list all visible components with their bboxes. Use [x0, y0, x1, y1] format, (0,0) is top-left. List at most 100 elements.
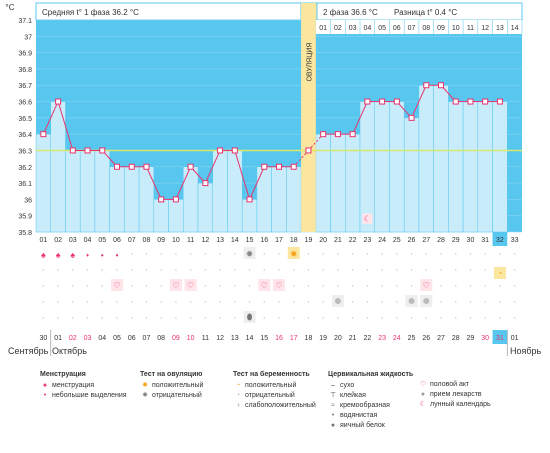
heart-icon: ♡ — [113, 281, 120, 290]
heart-bg — [258, 279, 271, 291]
calendar-date: 31 — [496, 335, 504, 342]
grid-dot — [322, 285, 324, 287]
legend-item: ◑ слабоположительный — [233, 401, 316, 411]
calendar-date: 07 — [143, 335, 151, 342]
grid-dot — [469, 253, 472, 255]
calendar-date: 04 — [98, 335, 106, 342]
grid-dot — [72, 285, 74, 287]
grid-dot — [263, 269, 266, 271]
pregnancy-weak-icon: ◑ — [235, 402, 241, 409]
pill-icon — [408, 298, 415, 304]
temperature-bar — [227, 150, 243, 233]
temperature-point — [423, 82, 430, 89]
legend-title: Тест на беременность — [233, 371, 310, 378]
temperature-point — [246, 196, 253, 203]
grid-dot — [513, 269, 516, 271]
grid-dot — [454, 301, 457, 303]
watery-icon: • — [331, 412, 335, 419]
grid-dot — [366, 301, 369, 303]
legend-item: ⊤ клейкая — [329, 392, 366, 399]
day-label: 23 — [363, 237, 371, 244]
grid-dot — [204, 269, 207, 271]
calendar-date: 14 — [246, 335, 254, 342]
day-label: 31 — [481, 237, 489, 244]
temperature-point — [482, 98, 489, 105]
grid-dot — [469, 317, 472, 319]
grid-dot — [204, 317, 207, 319]
grid-dot — [484, 301, 486, 303]
heart-icon: ♡ — [275, 281, 282, 290]
moon-marker-bg — [362, 213, 373, 224]
grid-dot — [116, 269, 118, 271]
grid-dot — [219, 317, 221, 319]
temperature-bar — [374, 101, 390, 233]
sticky-icon: ⊤ — [329, 392, 337, 399]
grid-dot — [366, 269, 369, 271]
temperature-bar — [35, 133, 51, 233]
legend-pregnancy-test: Тест на беременность ◔ положительный ◔ отр… — [233, 370, 316, 411]
light-drop-icon: • — [86, 251, 89, 260]
creamy-icon: ≈ — [331, 402, 335, 409]
month-label-left: Сентябрь — [8, 346, 49, 356]
sun-negative-icon: ✹ — [142, 392, 148, 399]
day-label: 30 — [467, 237, 475, 244]
grid-dot — [101, 269, 104, 271]
calendar-date: 15 — [260, 335, 268, 342]
calendar-date: 30 — [481, 335, 489, 342]
grid-dot — [145, 253, 148, 255]
grid-dot — [454, 317, 457, 319]
legend-ovulation-test: Тест на овуляцию ✹ положительный ✹ отрицат… — [140, 370, 203, 401]
grid-dot — [42, 253, 45, 255]
phase2-day-label: 08 — [422, 25, 430, 32]
phase2-day-label: 12 — [481, 25, 489, 32]
temperature-bar — [138, 166, 155, 233]
grid-dot — [175, 301, 177, 303]
grid-dot — [130, 301, 133, 303]
grid-dot — [484, 269, 486, 271]
temperature-point — [128, 163, 135, 170]
y-tick-label: 37 — [24, 34, 32, 41]
heart-bg — [169, 279, 182, 291]
grid-dot — [175, 253, 177, 255]
calendar-date: 02 — [69, 335, 77, 342]
current-date-highlight — [492, 330, 508, 344]
grid-dot — [145, 317, 148, 319]
grid-dot — [248, 301, 251, 303]
heavy-drop-icon: ♠ — [43, 382, 47, 389]
grid-dot — [410, 317, 413, 319]
calendar-date: 19 — [319, 335, 327, 342]
day-label: 12 — [201, 237, 209, 244]
ovulation-test-negative-bg — [243, 247, 256, 259]
phase2-day-label: 14 — [511, 25, 519, 32]
grid-dot — [72, 253, 74, 255]
grid-dot — [440, 301, 442, 303]
grid-dot — [307, 253, 310, 255]
grid-dot — [484, 317, 486, 319]
grid-dot — [322, 301, 324, 303]
day-label: 13 — [216, 237, 224, 244]
temperature-point — [55, 98, 62, 105]
grid-dot — [175, 317, 177, 319]
temperature-bar — [448, 101, 464, 233]
temperature-bar — [50, 101, 66, 233]
grid-dot — [366, 285, 369, 287]
day-label: 02 — [54, 237, 62, 244]
grid-dot — [366, 253, 369, 255]
grid-dot — [396, 269, 398, 271]
temperature-point — [290, 163, 297, 170]
temperature-bar — [345, 133, 361, 233]
temperature-line-segment — [145, 166, 162, 200]
grid-dot — [513, 285, 516, 287]
grid-dot — [42, 317, 45, 319]
heart-icon: ♡ — [261, 281, 268, 290]
heart-bg — [111, 279, 123, 291]
grid-dot — [86, 285, 89, 287]
light-drop-icon: • — [101, 251, 104, 260]
moon-icon: ☾ — [419, 401, 427, 408]
day-label: 24 — [378, 237, 386, 244]
heavy-drop-icon: ♠ — [70, 250, 75, 260]
heart-bg — [273, 279, 285, 291]
y-tick-label: 36.1 — [18, 181, 32, 188]
ovulation-test-bg — [287, 247, 300, 259]
heart-icon: ♡ — [419, 381, 427, 388]
